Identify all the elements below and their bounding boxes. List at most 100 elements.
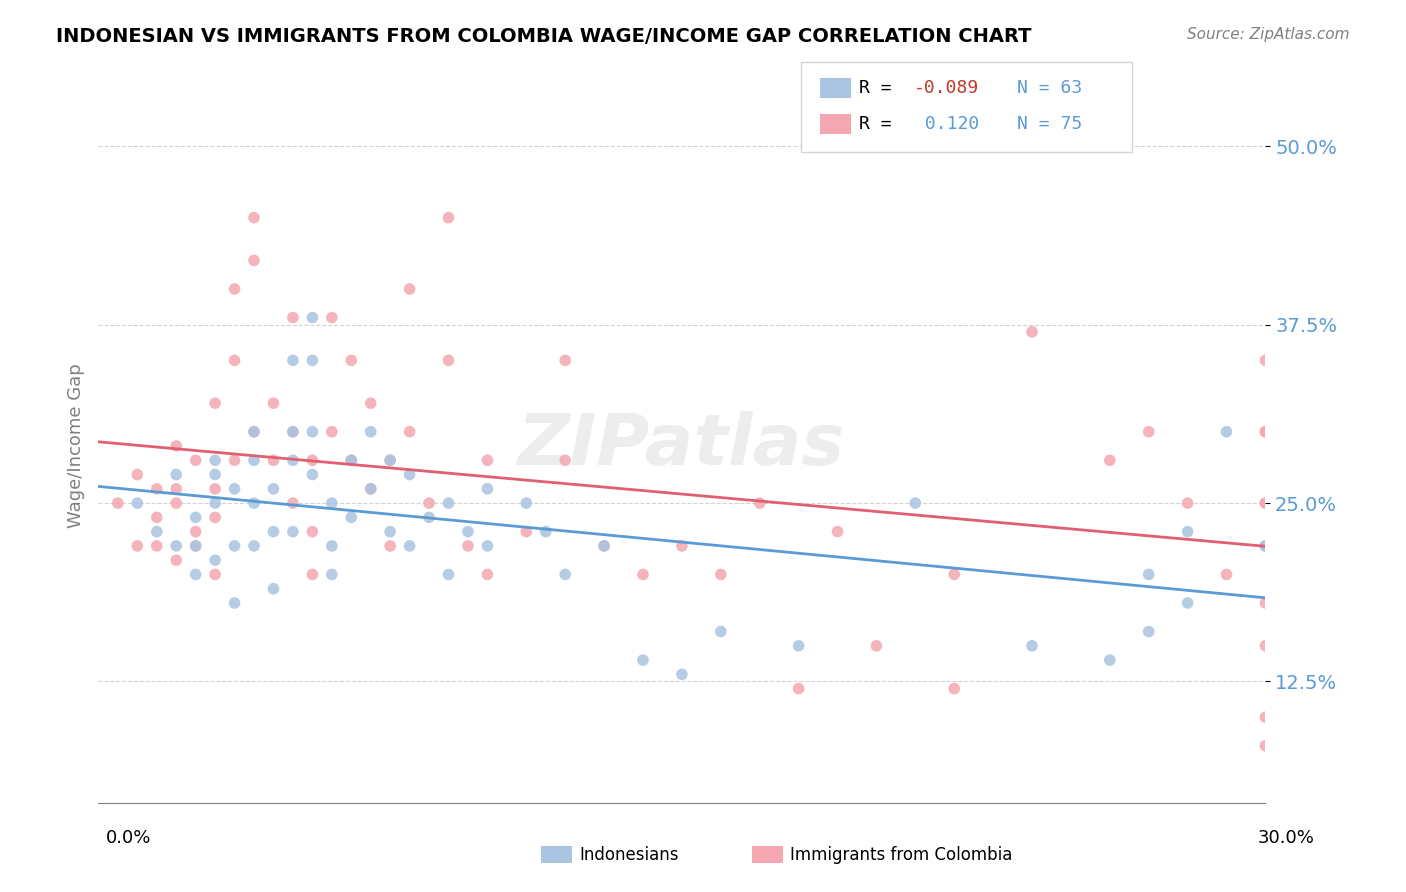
Point xyxy=(340,453,363,467)
Point xyxy=(204,453,226,467)
Point xyxy=(184,510,207,524)
Point xyxy=(165,539,187,553)
Text: Immigrants from Colombia: Immigrants from Colombia xyxy=(790,846,1012,863)
Point xyxy=(398,539,420,553)
Point xyxy=(437,567,460,582)
Point xyxy=(1098,653,1121,667)
Point xyxy=(340,453,363,467)
Point xyxy=(515,496,537,510)
Point xyxy=(321,539,343,553)
Point xyxy=(243,425,266,439)
Point xyxy=(943,681,966,696)
Point xyxy=(1215,567,1237,582)
Point xyxy=(301,310,323,325)
Point xyxy=(127,496,149,510)
Point xyxy=(301,453,323,467)
Point xyxy=(787,681,810,696)
Point xyxy=(204,482,226,496)
Y-axis label: Wage/Income Gap: Wage/Income Gap xyxy=(66,364,84,528)
Point xyxy=(340,353,363,368)
Point xyxy=(262,396,284,410)
Point xyxy=(243,453,266,467)
Point xyxy=(281,425,304,439)
Point xyxy=(477,453,499,467)
Point xyxy=(437,211,460,225)
Point xyxy=(398,467,420,482)
Point xyxy=(1254,739,1277,753)
Point xyxy=(243,211,266,225)
Point xyxy=(554,567,576,582)
Point xyxy=(1254,353,1277,368)
Point xyxy=(554,353,576,368)
Point xyxy=(380,453,402,467)
Point xyxy=(380,524,402,539)
Point xyxy=(127,539,149,553)
Point xyxy=(127,467,149,482)
Point xyxy=(321,567,343,582)
Point xyxy=(1254,425,1277,439)
Point xyxy=(398,425,420,439)
Point xyxy=(321,496,343,510)
Point xyxy=(224,282,246,296)
Text: N = 63: N = 63 xyxy=(1017,79,1081,97)
Point xyxy=(631,653,654,667)
Point xyxy=(671,539,693,553)
Point xyxy=(710,624,733,639)
Point xyxy=(1254,539,1277,553)
Point xyxy=(184,539,207,553)
Text: ZIPatlas: ZIPatlas xyxy=(519,411,845,481)
Point xyxy=(243,253,266,268)
Point xyxy=(243,496,266,510)
Point xyxy=(281,310,304,325)
Point xyxy=(281,453,304,467)
Point xyxy=(224,353,246,368)
Point xyxy=(146,524,169,539)
Point xyxy=(1254,496,1277,510)
Point xyxy=(515,524,537,539)
Point xyxy=(184,567,207,582)
Point xyxy=(477,482,499,496)
Point xyxy=(710,567,733,582)
Point xyxy=(1215,425,1237,439)
Point xyxy=(477,567,499,582)
Point xyxy=(671,667,693,681)
Point xyxy=(262,524,284,539)
Point xyxy=(534,524,557,539)
Text: INDONESIAN VS IMMIGRANTS FROM COLOMBIA WAGE/INCOME GAP CORRELATION CHART: INDONESIAN VS IMMIGRANTS FROM COLOMBIA W… xyxy=(56,27,1032,45)
Point xyxy=(631,567,654,582)
Point xyxy=(321,310,343,325)
Point xyxy=(1254,425,1277,439)
Point xyxy=(1177,496,1199,510)
Point xyxy=(165,467,187,482)
Point xyxy=(1254,496,1277,510)
Point xyxy=(146,539,169,553)
Point xyxy=(165,482,187,496)
Point xyxy=(204,567,226,582)
Point xyxy=(243,539,266,553)
Point xyxy=(281,353,304,368)
Point xyxy=(281,496,304,510)
Text: R =: R = xyxy=(859,79,903,97)
Text: -0.089: -0.089 xyxy=(914,79,979,97)
Point xyxy=(554,453,576,467)
Point xyxy=(224,453,246,467)
Point xyxy=(281,524,304,539)
Point xyxy=(146,482,169,496)
Point xyxy=(380,453,402,467)
Point xyxy=(457,524,479,539)
Point xyxy=(1254,539,1277,553)
Point xyxy=(360,425,382,439)
Point xyxy=(165,553,187,567)
Point xyxy=(1254,710,1277,724)
Point xyxy=(165,439,187,453)
Point xyxy=(243,425,266,439)
Point xyxy=(360,396,382,410)
Point xyxy=(146,510,169,524)
Point xyxy=(1254,596,1277,610)
Text: R =: R = xyxy=(859,115,903,133)
Point xyxy=(1137,624,1160,639)
Point xyxy=(262,582,284,596)
Text: N = 75: N = 75 xyxy=(1017,115,1081,133)
Point xyxy=(301,567,323,582)
Point xyxy=(1177,524,1199,539)
